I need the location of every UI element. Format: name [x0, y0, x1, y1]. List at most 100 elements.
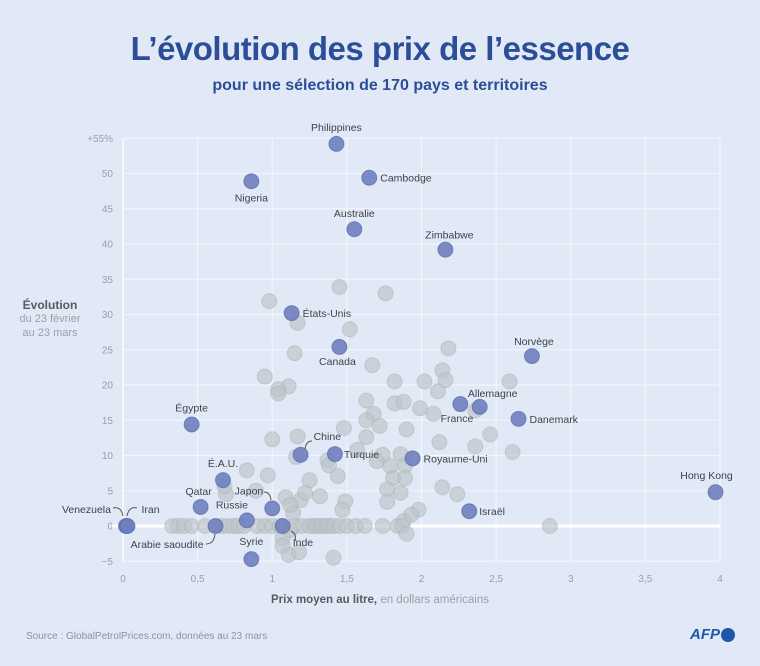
y-tick-label: 10 [102, 451, 114, 462]
data-point-other [386, 373, 403, 390]
point-label: Russie [216, 499, 248, 511]
data-point-hong-kong: Hong Kong [680, 470, 733, 501]
data-point-highlight [452, 396, 469, 413]
data-point-other [291, 544, 308, 561]
data-point-other [286, 345, 303, 362]
data-point-other [261, 293, 278, 310]
leader-line [304, 440, 313, 450]
data-point-other [259, 467, 276, 484]
x-axis-label-bold: Prix moyen au litre, [271, 594, 378, 606]
data-point-other [437, 372, 454, 389]
data-point-cambodge: Cambodge [361, 169, 432, 186]
leader-line [290, 530, 296, 542]
data-point-highlight [326, 446, 343, 463]
point-label: Danemark [530, 414, 579, 426]
point-label: Iran [141, 504, 159, 516]
x-tick-label: 2 [419, 574, 425, 585]
y-tick-label: 20 [102, 381, 114, 392]
data-point-other [398, 525, 415, 542]
data-point-other [289, 428, 306, 445]
x-axis-label-rest: en dollars américains [377, 594, 489, 606]
data-point-other [297, 484, 314, 501]
y-axis-label-line2: au 23 mars [22, 327, 78, 339]
data-point-other [312, 488, 329, 505]
chart-subtitle: pour une sélection de 170 pays et territ… [212, 77, 548, 94]
leader-line [126, 507, 138, 517]
data-point--tats-unis: États-Unis [283, 305, 351, 322]
data-point-highlight [238, 512, 255, 529]
data-point-other [412, 400, 429, 417]
y-tick-label: 5 [107, 486, 113, 497]
point-label: Japon [235, 485, 264, 497]
data-point-france: France [441, 396, 473, 425]
point-label: Inde [293, 537, 314, 549]
data-point-other [183, 518, 200, 534]
data-point-other [364, 357, 381, 374]
data-point-nigeria: Nigeria [235, 173, 268, 204]
data-point-other [504, 443, 521, 460]
y-tick-label: 50 [102, 169, 114, 180]
leader-line [112, 507, 124, 517]
x-tick-label: 1 [269, 574, 275, 585]
data-point-inde: Inde [274, 518, 314, 549]
data-point--a-u-: É.A.U. [208, 457, 238, 489]
point-label: Israël [479, 506, 505, 518]
y-axis-label: Évolution du 23 février au 23 mars [10, 298, 90, 340]
point-label: Égypte [175, 401, 208, 414]
data-point-highlight [183, 416, 200, 433]
data-point-other [334, 501, 351, 518]
point-label: Nigeria [235, 192, 268, 204]
data-point-highlight [119, 518, 136, 534]
y-tick-label: 25 [102, 345, 114, 356]
leader-line [205, 533, 216, 545]
data-point-japon: Japon [235, 485, 281, 517]
data-point-highlight [292, 446, 309, 463]
afp-logo: AFP [690, 626, 735, 643]
x-tick-label: 0 [120, 574, 126, 585]
data-point-other [329, 467, 346, 484]
data-point-highlight [523, 348, 540, 365]
data-point-other [425, 405, 442, 422]
x-tick-label: 2,5 [489, 574, 503, 585]
data-point-other [434, 479, 451, 496]
data-point-other [358, 429, 375, 446]
data-point-highlight [404, 450, 421, 467]
data-point-highlight [471, 398, 488, 415]
data-point-arabie-saoudite: Arabie saoudite [131, 518, 224, 551]
data-point-other [358, 392, 375, 409]
data-point-other [247, 482, 264, 499]
point-label: Cambodge [380, 173, 432, 185]
data-point-australie: Australie [334, 208, 375, 238]
point-label: Syrie [239, 536, 263, 548]
point-label: Turquie [344, 449, 379, 461]
y-tick-label: −5 [102, 557, 114, 568]
chart-title: L’évolution des prix de l’essence [130, 30, 630, 67]
y-tick-label: 30 [102, 310, 114, 321]
data-point-highlight [274, 518, 291, 534]
point-label: Zimbabwe [425, 230, 474, 242]
data-point-other [270, 385, 287, 402]
data-point-other [256, 368, 273, 385]
data-point-highlight [707, 484, 724, 501]
data-point-other [341, 321, 358, 338]
data-point-other [238, 462, 255, 479]
data-point-other [282, 496, 299, 513]
data-point-other [374, 518, 391, 534]
data-point-highlight [214, 472, 231, 489]
y-tick-label: 15 [102, 416, 114, 427]
point-label: Venezuela [62, 504, 111, 516]
data-point-highlight [192, 498, 209, 515]
data-point-qatar: Qatar [185, 486, 212, 515]
point-label: Chine [314, 431, 342, 443]
data-point-other [395, 393, 412, 410]
data-point-turquie: Turquie [326, 446, 379, 463]
data-point-royaume-uni: Royaume-Uni [404, 450, 488, 467]
data-point-other [335, 420, 352, 437]
y-tick-label: +55% [87, 134, 113, 145]
data-point-other [264, 431, 281, 448]
data-point-other [416, 373, 433, 390]
point-label: É.A.U. [208, 457, 238, 470]
data-point-highlight [243, 551, 260, 568]
data-point-highlight [461, 503, 478, 520]
data-point-highlight [361, 169, 378, 186]
